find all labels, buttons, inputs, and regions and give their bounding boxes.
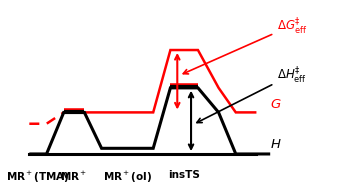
Text: MR$^+$(ol): MR$^+$(ol) [103, 170, 152, 185]
Text: $\Delta G^{\ddagger}_{\rm eff}$: $\Delta G^{\ddagger}_{\rm eff}$ [183, 15, 307, 74]
Text: $\it{G}$: $\it{G}$ [270, 98, 282, 111]
Text: insTS: insTS [168, 170, 200, 180]
Text: $\it{H}$: $\it{H}$ [270, 138, 282, 151]
Text: MR$^+$(TMA): MR$^+$(TMA) [6, 170, 70, 185]
Text: MR$^+$: MR$^+$ [60, 170, 88, 183]
Text: $\Delta H^{\ddagger}_{\rm eff}$: $\Delta H^{\ddagger}_{\rm eff}$ [197, 64, 307, 123]
